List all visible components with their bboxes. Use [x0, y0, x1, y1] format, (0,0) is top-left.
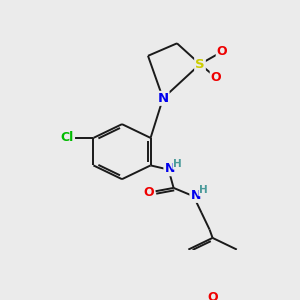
Text: O: O — [211, 71, 221, 84]
Text: N: N — [190, 189, 201, 202]
Text: S: S — [195, 58, 205, 71]
Text: H: H — [199, 185, 208, 195]
Text: H: H — [173, 159, 182, 169]
Text: N: N — [164, 162, 175, 175]
Text: O: O — [217, 45, 227, 58]
Text: N: N — [158, 92, 169, 105]
Text: O: O — [143, 186, 154, 200]
Text: O: O — [207, 291, 218, 300]
Text: Cl: Cl — [61, 131, 74, 144]
